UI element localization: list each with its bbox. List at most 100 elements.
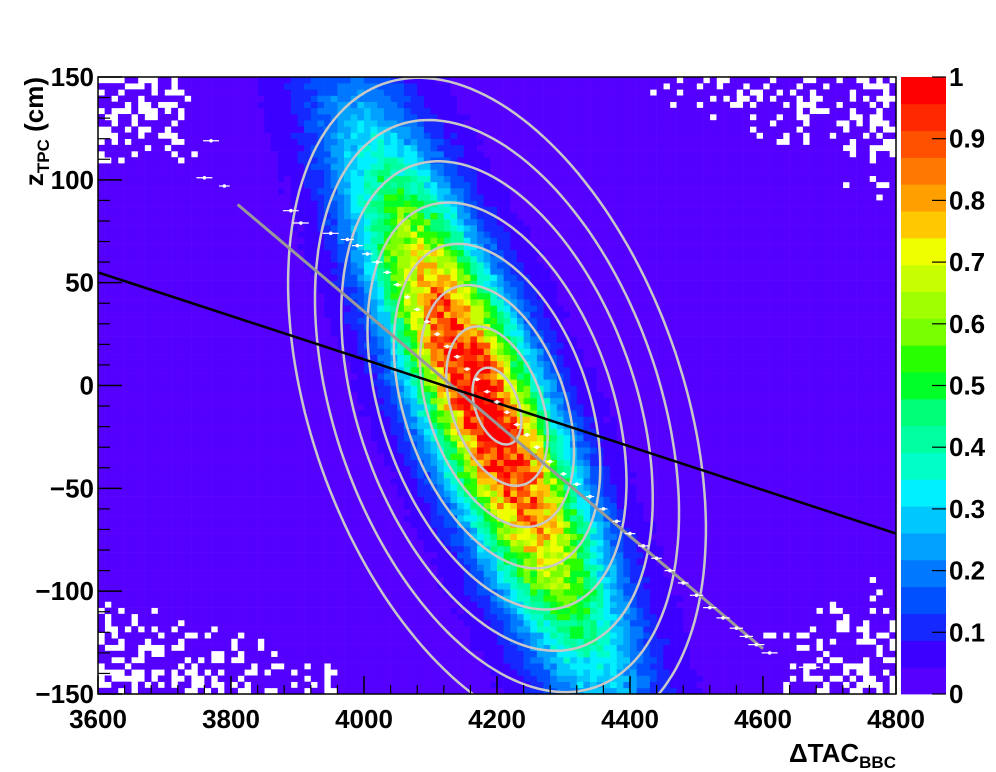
- heatmap-cell: [370, 681, 378, 689]
- heatmap-cell: [237, 681, 245, 689]
- heatmap-cell: [191, 521, 199, 528]
- heatmap-cell: [270, 638, 278, 645]
- heatmap-cell: [290, 255, 298, 263]
- heatmap-cell: [430, 151, 438, 158]
- heatmap-cell: [330, 663, 338, 670]
- heatmap-cell: [290, 151, 298, 158]
- heatmap-cell: [324, 595, 332, 602]
- heatmap-cell: [430, 496, 438, 504]
- heatmap-cell: [410, 200, 418, 207]
- heatmap-cell: [337, 151, 345, 158]
- heatmap-cell: [157, 416, 165, 423]
- heatmap-cell: [157, 453, 165, 460]
- heatmap-cell: [410, 274, 418, 281]
- heatmap-cell: [244, 218, 252, 226]
- heatmap-cell: [417, 601, 425, 608]
- heatmap-cell: [217, 527, 225, 534]
- heatmap-cell: [317, 558, 325, 565]
- heatmap-cell: [383, 243, 391, 251]
- heatmap-cell: [337, 459, 345, 467]
- heatmap-cell: [277, 582, 285, 590]
- heatmap-cell: [290, 218, 298, 226]
- heatmap-cell: [430, 126, 438, 133]
- heatmap-cell: [370, 465, 378, 473]
- heatmap-cell: [357, 132, 365, 139]
- heatmap-cell: [390, 243, 398, 251]
- heatmap-cell: [157, 373, 165, 380]
- heatmap-cell: [211, 89, 218, 96]
- heatmap-cell: [164, 478, 172, 485]
- heatmap-cell: [224, 175, 232, 183]
- heatmap-cell: [423, 262, 431, 269]
- heatmap-cell: [277, 373, 285, 380]
- heatmap-cell: [217, 323, 225, 331]
- heatmap-cell: [397, 262, 405, 269]
- heatmap-cell: [370, 601, 378, 608]
- heatmap-cell: [111, 126, 119, 133]
- heatmap-cell: [330, 218, 338, 226]
- heatmap-cell: [184, 527, 192, 534]
- heatmap-cell: [284, 453, 292, 460]
- heatmap-cell: [337, 212, 345, 220]
- heatmap-cell: [184, 126, 192, 133]
- heatmap-cell: [164, 619, 172, 627]
- heatmap-cell: [397, 132, 405, 139]
- heatmap-cell: [390, 299, 398, 306]
- heatmap-cell: [211, 663, 218, 670]
- heatmap-cell: [264, 311, 272, 318]
- heatmap-cell: [231, 317, 238, 325]
- heatmap-cell: [377, 292, 385, 300]
- heatmap-cell: [111, 188, 119, 195]
- heatmap-cell: [330, 311, 338, 318]
- heatmap-cell: [104, 478, 112, 485]
- heatmap-cell: [270, 354, 278, 362]
- heatmap-cell: [337, 441, 345, 448]
- heatmap-cell: [211, 317, 218, 325]
- heatmap-cell: [350, 515, 358, 522]
- heatmap-cell: [337, 249, 345, 257]
- heatmap-cell: [184, 663, 192, 670]
- heatmap-cell: [204, 237, 212, 244]
- heatmap-cell: [211, 471, 218, 479]
- heatmap-cell: [217, 478, 225, 485]
- heatmap-cell: [277, 508, 285, 516]
- heatmap-cell: [357, 151, 365, 158]
- heatmap-cell: [330, 132, 338, 139]
- heatmap-cell: [364, 262, 371, 269]
- heatmap-cell: [383, 410, 391, 417]
- heatmap-cell: [111, 601, 119, 608]
- heatmap-cell: [437, 280, 445, 288]
- heatmap-cell: [237, 280, 245, 288]
- heatmap-cell: [437, 175, 445, 183]
- heatmap-cell: [397, 175, 405, 183]
- heatmap-cell: [310, 595, 318, 602]
- heatmap-cell: [231, 533, 238, 541]
- heatmap-cell: [171, 545, 179, 553]
- heatmap-cell: [310, 181, 318, 189]
- heatmap-cell: [264, 107, 272, 115]
- heatmap-cell: [151, 515, 159, 522]
- heatmap-cell: [310, 354, 318, 362]
- heatmap-cell: [344, 354, 351, 362]
- heatmap-cell: [350, 336, 358, 343]
- heatmap-cell: [191, 200, 199, 207]
- heatmap-cell: [231, 342, 238, 349]
- heatmap-cell: [231, 157, 238, 164]
- heatmap-cell: [171, 218, 179, 226]
- heatmap-cell: [111, 323, 119, 331]
- heatmap-cell: [151, 237, 159, 244]
- heatmap-cell: [357, 613, 365, 621]
- heatmap-cell: [304, 323, 312, 331]
- heatmap-cell: [390, 391, 398, 399]
- heatmap-cell: [124, 545, 132, 553]
- heatmap-cell: [310, 373, 318, 380]
- heatmap-cell: [264, 508, 272, 516]
- heatmap-cell: [104, 656, 112, 664]
- heatmap-cell: [224, 366, 232, 374]
- heatmap-cell: [410, 508, 418, 516]
- heatmap-cell: [117, 576, 125, 584]
- heatmap-cell: [270, 255, 278, 263]
- heatmap-cell: [437, 502, 445, 510]
- heatmap-cell: [231, 521, 238, 528]
- heatmap-cell: [144, 515, 152, 522]
